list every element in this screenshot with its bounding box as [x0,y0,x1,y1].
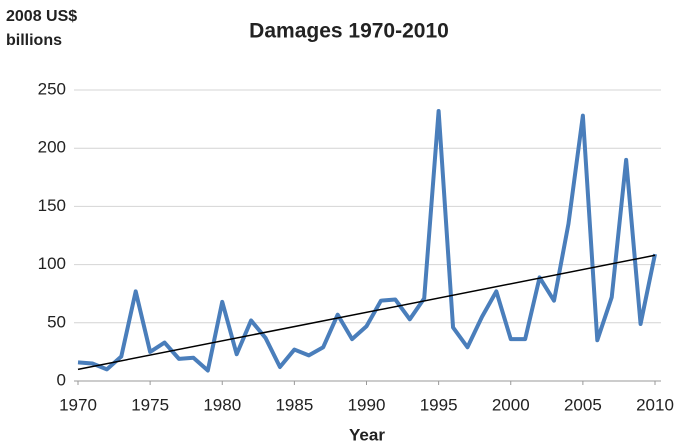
x-tick-label: 2000 [492,395,530,414]
x-tick-label: 1975 [131,395,169,414]
y-tick-label: 150 [38,196,66,215]
data-line [77,108,657,373]
x-tick-label: 2010 [636,395,674,414]
x-tick-label: 2005 [564,395,602,414]
x-tick-label: 1980 [203,395,241,414]
x-tick-label: 1970 [59,395,97,414]
y-axis-label: 2008 US$ [6,8,77,25]
y-axis-label: billions [6,32,62,49]
y-tick-label: 50 [47,312,66,331]
y-tick-label: 100 [38,254,66,273]
x-tick-label: 1990 [348,395,386,414]
x-tick-label: 1995 [420,395,458,414]
chart-title: Damages 1970-2010 [249,20,449,43]
y-tick-label: 250 [38,79,66,98]
y-tick-label: 0 [57,370,66,389]
x-tick-label: 1985 [275,395,313,414]
trend-line [77,254,656,371]
x-axis-label: Year [349,425,385,444]
y-tick-label: 200 [38,138,66,157]
